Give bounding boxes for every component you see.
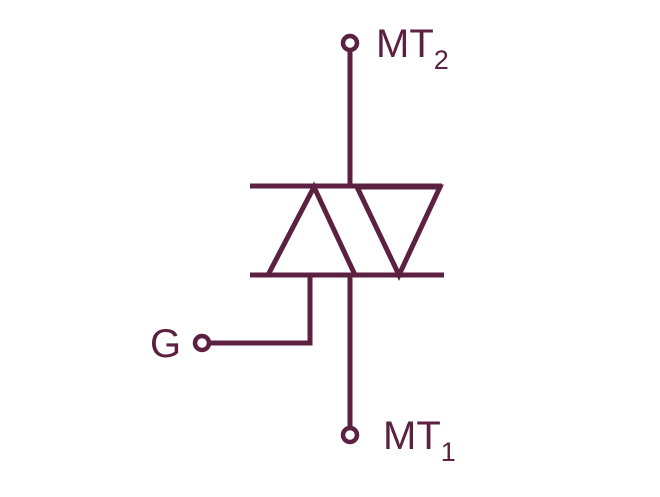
right-thyristor-triangle xyxy=(353,184,444,281)
mt2-label: MT2 xyxy=(376,22,449,75)
gate-label: G xyxy=(150,322,181,366)
mt2-label-subscript: 2 xyxy=(434,45,449,75)
mt1-label-main: MT xyxy=(383,414,441,458)
gate-lead xyxy=(208,275,313,346)
gate-terminal-dot xyxy=(192,333,212,353)
mt1-terminal-dot xyxy=(340,425,360,445)
mt1-label: MT1 xyxy=(383,414,456,467)
mt2-terminal-dot xyxy=(340,33,360,53)
mt1-label-subscript: 1 xyxy=(441,437,456,467)
mt2-label-main: MT xyxy=(376,22,434,66)
left-thyristor-triangle xyxy=(263,181,359,278)
